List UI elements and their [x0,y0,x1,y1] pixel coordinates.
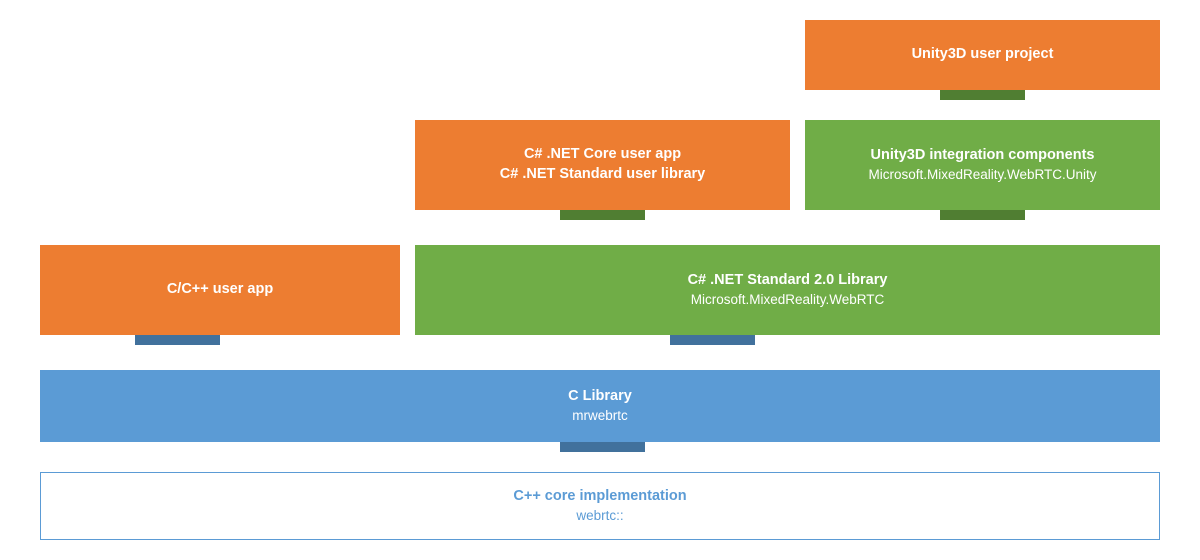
connector [670,335,755,345]
connector [940,210,1025,220]
block-csharp-std-library: C# .NET Standard 2.0 Library Microsoft.M… [415,245,1160,335]
connector [135,335,220,345]
block-title: C++ core implementation [513,487,686,507]
block-title: C# .NET Core user app [524,145,681,165]
block-title: Unity3D user project [912,45,1054,65]
block-c-library: C Library mrwebrtc [40,370,1160,442]
block-c-cpp-user-app: C/C++ user app [40,245,400,335]
block-title: Unity3D integration components [871,146,1095,166]
block-title-line2: C# .NET Standard user library [500,165,705,185]
block-subtitle: webrtc:: [576,507,623,525]
block-title: C# .NET Standard 2.0 Library [688,271,888,291]
block-cpp-core: C++ core implementation webrtc:: [40,472,1160,540]
block-csharp-user-app: C# .NET Core user app C# .NET Standard u… [415,120,790,210]
block-unity-integration: Unity3D integration components Microsoft… [805,120,1160,210]
connector [940,90,1025,100]
block-subtitle: mrwebrtc [572,407,628,425]
architecture-diagram: Unity3D user project C# .NET Core user a… [40,20,1160,540]
block-unity-project: Unity3D user project [805,20,1160,90]
connector [560,442,645,452]
connector [560,210,645,220]
block-subtitle: Microsoft.MixedReality.WebRTC.Unity [868,166,1096,184]
block-subtitle: Microsoft.MixedReality.WebRTC [691,291,885,309]
block-title: C Library [568,387,632,407]
block-title: C/C++ user app [167,280,273,300]
